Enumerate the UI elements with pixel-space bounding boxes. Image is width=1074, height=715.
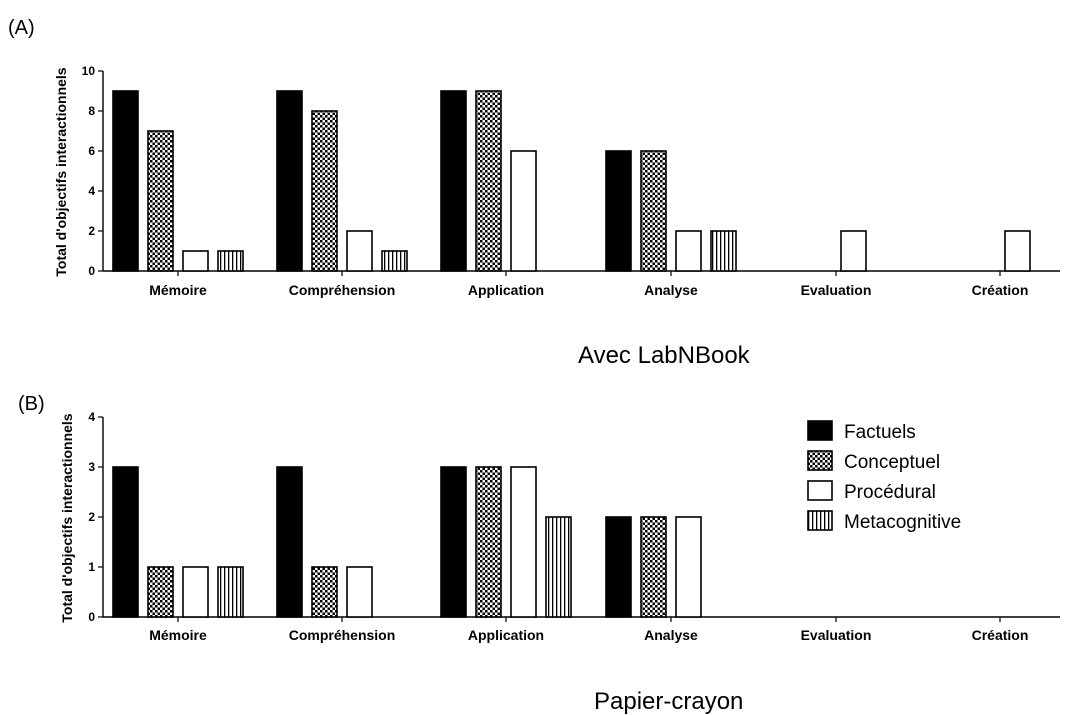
y-tick-label: 8 bbox=[88, 104, 95, 118]
legend-swatch bbox=[807, 510, 833, 531]
bar-procedural bbox=[346, 230, 373, 272]
bar-factuels bbox=[440, 466, 467, 618]
bar-conceptuel bbox=[475, 90, 502, 272]
x-tick-label: Evaluation bbox=[801, 282, 872, 298]
x-tick-label: Création bbox=[972, 282, 1029, 298]
bar-procedural bbox=[675, 516, 702, 618]
y-tick-label: 0 bbox=[88, 264, 95, 278]
bar-metacognitive bbox=[710, 230, 737, 272]
x-tick-label: Analyse bbox=[644, 627, 698, 643]
y-tick-label: 3 bbox=[88, 460, 95, 474]
bar-conceptuel bbox=[311, 110, 338, 272]
bar-factuels bbox=[440, 90, 467, 272]
bar-metacognitive bbox=[381, 250, 408, 272]
y-tick-label: 1 bbox=[88, 560, 95, 574]
x-tick-label: Mémoire bbox=[149, 282, 207, 298]
bar-procedural bbox=[675, 230, 702, 272]
x-tick-label: Application bbox=[468, 282, 544, 298]
bar-factuels bbox=[276, 90, 303, 272]
bar-conceptuel bbox=[475, 466, 502, 618]
plot-area: 0 1 2 3 4 Mémoire Compréhension Application Anal… bbox=[88, 410, 1060, 643]
bar-conceptuel bbox=[640, 150, 667, 272]
bar-procedural bbox=[840, 230, 867, 272]
x-tick-label: Application bbox=[468, 627, 544, 643]
y-tick-label: 4 bbox=[88, 410, 95, 424]
bar-conceptuel bbox=[147, 566, 174, 618]
y-tick-label: 2 bbox=[88, 510, 95, 524]
x-tick-label: Compréhension bbox=[289, 627, 396, 643]
bar-factuels bbox=[112, 466, 139, 618]
x-tick-label: Mémoire bbox=[149, 627, 207, 643]
bar-procedural bbox=[1004, 230, 1031, 272]
bar-conceptuel bbox=[640, 516, 667, 618]
x-tick-label: Compréhension bbox=[289, 282, 396, 298]
legend-label: Factuels bbox=[844, 422, 916, 443]
legend-label: Metacognitive bbox=[844, 512, 961, 533]
bar-factuels bbox=[276, 466, 303, 618]
x-tick-label: Création bbox=[972, 627, 1029, 643]
panel-label: (B) bbox=[18, 393, 45, 415]
chart-caption: Papier-crayon bbox=[594, 688, 743, 715]
x-tick-label: Evaluation bbox=[801, 627, 872, 643]
bar-factuels bbox=[112, 90, 139, 272]
legend-label: Conceptuel bbox=[844, 452, 940, 473]
bar-conceptuel bbox=[147, 130, 174, 272]
bar-conceptuel bbox=[311, 566, 338, 618]
legend-item-conceptuel: Conceptuel bbox=[807, 450, 940, 473]
bar-procedural bbox=[510, 150, 537, 272]
chart-caption: Avec LabNBook bbox=[578, 342, 751, 369]
plot-area: 0 2 4 6 8 10 Mémoire Compréhension Application An… bbox=[82, 64, 1060, 298]
bar-metacognitive bbox=[217, 250, 244, 272]
legend: Factuels Conceptuel Procédural Metacogni… bbox=[807, 420, 961, 533]
bar-procedural bbox=[182, 250, 209, 272]
legend-swatch bbox=[807, 450, 833, 471]
bar-factuels bbox=[605, 150, 632, 272]
legend-item-factuels: Factuels bbox=[807, 420, 916, 443]
bar-procedural bbox=[510, 466, 537, 618]
y-tick-label: 4 bbox=[88, 184, 95, 198]
y-axis-label: Total d'objectifs interactionnels bbox=[59, 413, 75, 622]
legend-item-procedural: Procédural bbox=[807, 480, 936, 503]
bar-factuels bbox=[605, 516, 632, 618]
bar-procedural bbox=[346, 566, 373, 618]
chart-panel-a: (A) Total d'objectifs interactionnels 0 2… bbox=[8, 17, 1060, 369]
y-axis-label: Total d'objectifs interactionnels bbox=[53, 67, 69, 276]
bar-metacognitive bbox=[545, 516, 572, 618]
panel-label: (A) bbox=[8, 17, 35, 39]
legend-swatch bbox=[807, 480, 833, 501]
x-tick-label: Analyse bbox=[644, 282, 698, 298]
bar-metacognitive bbox=[217, 566, 244, 618]
legend-item-metacognitive: Metacognitive bbox=[807, 510, 961, 533]
bar-procedural bbox=[182, 566, 209, 618]
chart-panel-b: (B) Total d'objectifs interactionnels 0 1… bbox=[18, 393, 1060, 715]
y-tick-label: 2 bbox=[88, 224, 95, 238]
legend-label: Procédural bbox=[844, 482, 936, 503]
y-tick-label: 10 bbox=[82, 64, 96, 78]
y-tick-label: 6 bbox=[88, 144, 95, 158]
legend-swatch bbox=[807, 420, 833, 441]
y-tick-label: 0 bbox=[88, 610, 95, 624]
